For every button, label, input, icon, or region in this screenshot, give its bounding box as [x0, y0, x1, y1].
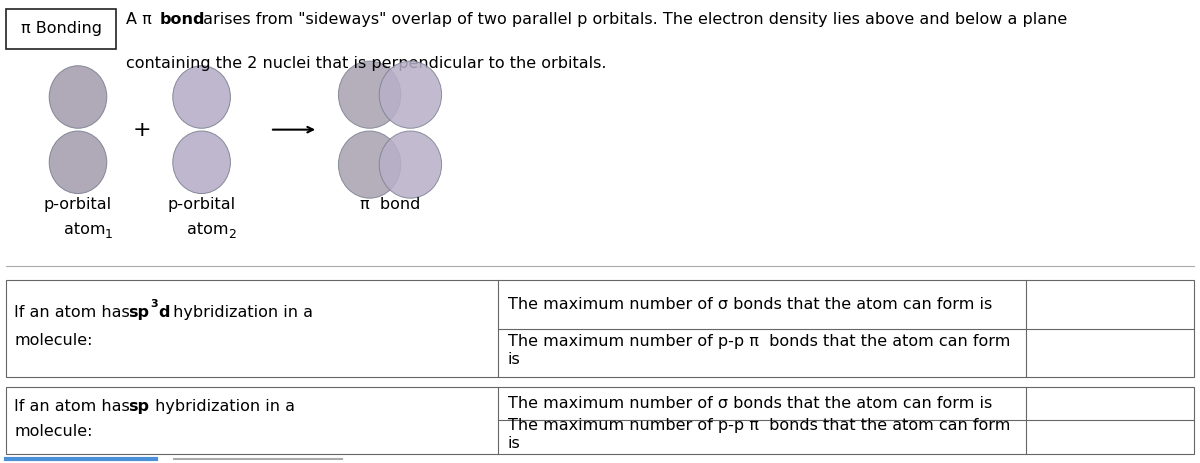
Text: hybridization in a: hybridization in a — [150, 399, 295, 414]
Text: molecule:: molecule: — [14, 424, 92, 439]
Bar — [6, 280, 1194, 377]
Bar — [6, 387, 1194, 454]
Text: molecule:: molecule: — [14, 333, 92, 348]
Text: is: is — [508, 352, 521, 368]
Text: atom: atom — [64, 222, 110, 237]
Text: 3: 3 — [150, 299, 157, 309]
Ellipse shape — [49, 66, 107, 128]
Ellipse shape — [379, 61, 442, 128]
Text: sp: sp — [128, 399, 150, 414]
Ellipse shape — [379, 131, 442, 198]
Ellipse shape — [49, 131, 107, 194]
Ellipse shape — [173, 66, 230, 128]
Text: d: d — [158, 305, 170, 320]
Text: atom: atom — [187, 222, 234, 237]
Text: The maximum number of p-p π  bonds that the atom can form: The maximum number of p-p π bonds that t… — [508, 418, 1010, 433]
Text: The maximum number of σ bonds that the atom can form is: The maximum number of σ bonds that the a… — [508, 396, 992, 411]
Text: containing the 2 nuclei that is perpendicular to the orbitals.: containing the 2 nuclei that is perpendi… — [126, 56, 606, 70]
Text: The maximum number of σ bonds that the atom can form is: The maximum number of σ bonds that the a… — [508, 297, 992, 312]
Text: hybridization in a: hybridization in a — [168, 305, 313, 320]
Text: sp: sp — [128, 305, 150, 320]
Text: If an atom has: If an atom has — [14, 399, 136, 414]
Text: is: is — [508, 437, 521, 451]
Text: p-orbital: p-orbital — [168, 197, 235, 212]
Text: The maximum number of p-p π  bonds that the atom can form: The maximum number of p-p π bonds that t… — [508, 334, 1010, 349]
Ellipse shape — [173, 131, 230, 194]
Bar — [6, 9, 116, 49]
Text: π Bonding: π Bonding — [20, 21, 102, 37]
Text: A π: A π — [126, 12, 162, 26]
Text: If an atom has: If an atom has — [14, 305, 136, 320]
Ellipse shape — [338, 61, 401, 128]
Text: 1: 1 — [104, 228, 113, 241]
Text: arises from "sideways" overlap of two parallel p orbitals. The electron density : arises from "sideways" overlap of two pa… — [198, 12, 1067, 26]
Text: π  bond: π bond — [360, 197, 420, 212]
Ellipse shape — [338, 131, 401, 198]
Text: +: + — [132, 119, 151, 140]
Text: 2: 2 — [228, 228, 236, 241]
Text: bond: bond — [160, 12, 205, 26]
Text: p-orbital: p-orbital — [44, 197, 112, 212]
